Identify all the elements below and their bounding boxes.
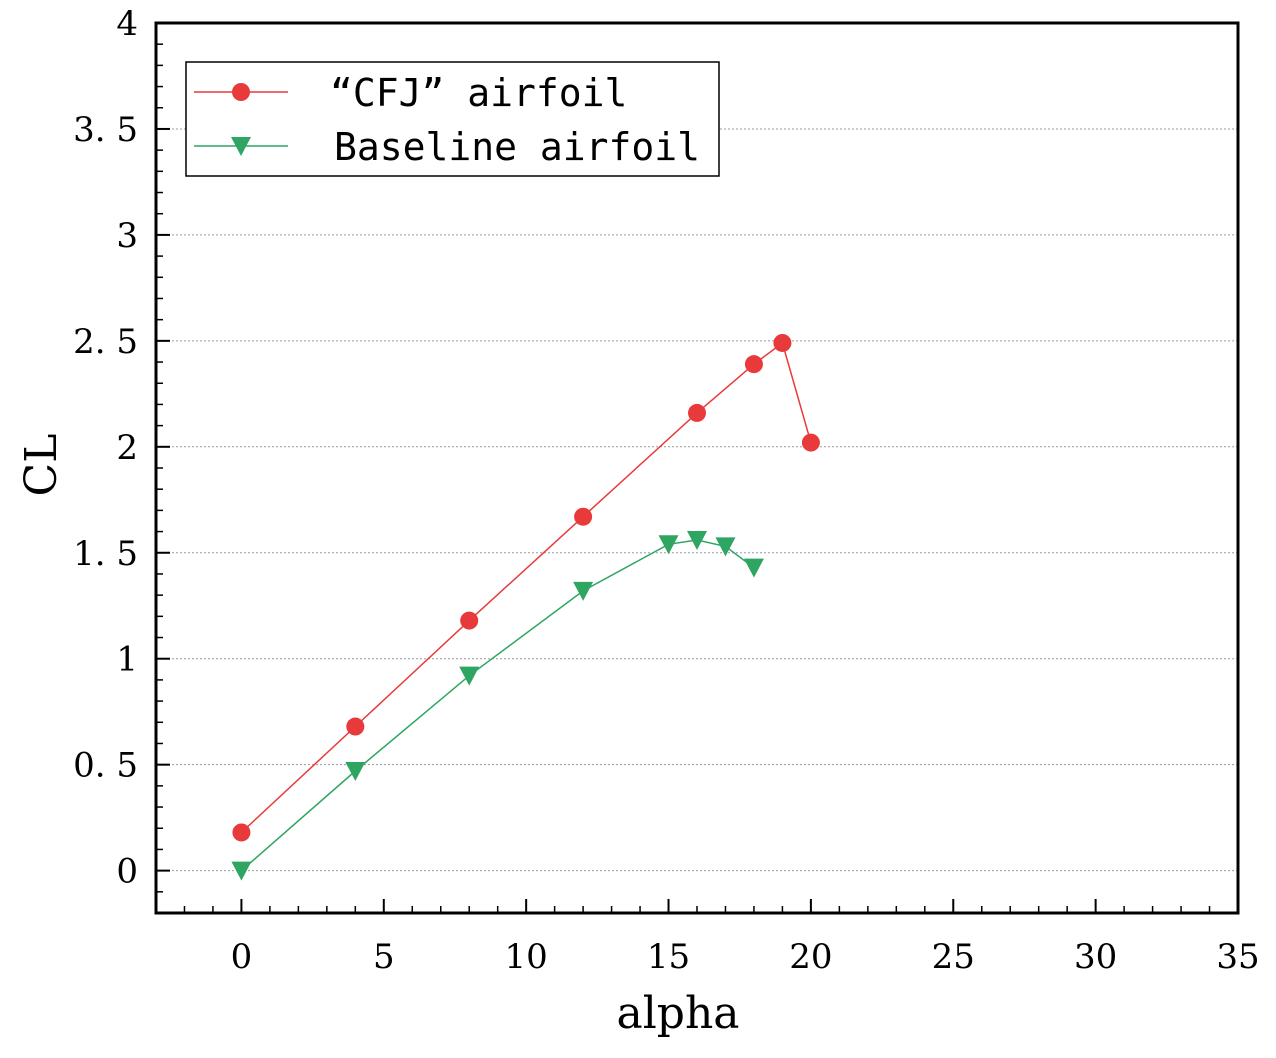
y-tick-label: 2 [116,428,138,468]
data-point-cfj [232,823,251,842]
data-point-cfj [744,355,763,374]
data-point-baseline [715,537,736,557]
legend-label-baseline: Baseline airfoil [334,125,700,169]
y-tick-label: 3. 5 [73,110,138,150]
x-axis-title: alpha [616,988,739,1039]
series-line-baseline [240,539,755,872]
data-point-baseline [573,581,594,601]
y-tick-label: 1 [116,640,138,680]
label-layer: 0 0. 5 1 1. 5 2 2. 5 3 3. 5 4 0 5 10 15 20 25 30 35 [73,4,1260,977]
legend: “CFJ” airfoil Baseline airfoil [185,61,720,177]
series-layer [231,333,820,881]
legend-box [185,61,720,177]
data-point-baseline [345,762,366,782]
x-tick-label: 20 [789,937,832,977]
y-tick-label: 4 [116,4,138,44]
x-tick-label: 0 [231,937,253,977]
data-point-baseline [231,861,252,881]
x-tick-label: 10 [505,937,548,977]
x-tick-label: 35 [1216,937,1259,977]
y-tick-label: 1. 5 [73,534,138,574]
data-point-cfj [460,611,479,630]
legend-label-cfj: “CFJ” airfoil [330,71,627,115]
tick-layer [156,22,1239,913]
grid-layer [156,128,1238,872]
data-point-cfj [574,507,593,526]
y-axis-title: CL [16,434,67,497]
data-point-baseline [459,666,480,686]
y-tick-label: 3 [116,216,138,256]
y-tick-label: 2. 5 [73,322,138,362]
x-tick-label: 5 [373,937,395,977]
legend-marker-baseline [231,137,251,156]
data-point-cfj [346,717,365,736]
legend-marker-cfj [232,83,250,101]
x-tick-label: 30 [1074,937,1117,977]
y-tick-label: 0. 5 [73,746,138,786]
data-point-baseline [658,535,679,555]
data-point-cfj [801,433,820,452]
data-point-baseline [687,531,707,551]
x-tick-label: 25 [932,937,975,977]
y-tick-label: 0 [116,852,138,892]
data-point-baseline [743,558,764,578]
series-line-cfj [240,341,812,834]
data-point-cfj [688,403,706,422]
x-tick-label: 15 [647,937,690,977]
data-point-cfj [773,333,792,352]
